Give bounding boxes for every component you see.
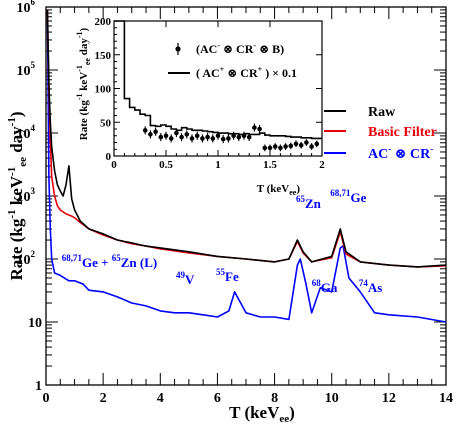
inset-data-point <box>226 136 231 141</box>
inset-y-tick-label: 150 <box>95 50 112 62</box>
inset-x-tick-label: 0 <box>111 159 117 171</box>
x-tick-label: 10 <box>325 391 339 406</box>
inset-data-point <box>210 136 216 141</box>
y-tick-label: 10 <box>28 316 42 331</box>
inset-data-point <box>257 126 262 132</box>
inset-data-point <box>153 129 158 134</box>
y-axis-label-sup2: -1 <box>6 167 18 176</box>
inset-legend-points-label: (AC- ⊗ CR- ⊗ B) <box>196 41 284 56</box>
inset-data-point <box>298 142 304 148</box>
peak-label: 68Ga <box>312 278 338 295</box>
x-tick-label: 2 <box>100 391 107 406</box>
inset-data-point <box>272 144 278 149</box>
inset-y-axis-title: Rate (kg-1 keV-1ee day-1) <box>75 27 92 140</box>
inset-data-point <box>252 125 257 130</box>
inset-y-tick-label: 50 <box>100 117 112 129</box>
inset-data-point <box>174 130 179 136</box>
inset-data-point <box>314 141 320 147</box>
inset-data-point <box>163 133 169 139</box>
inset-x-tick-label: 1.5 <box>263 159 277 171</box>
x-axis-label-sub: ee <box>279 413 289 425</box>
inset-data-point <box>220 136 226 142</box>
inset-data-point <box>200 136 205 141</box>
inset-axis-ticks: 0 0.5 1 1.5 2 0 50 100 150 200 <box>95 16 326 171</box>
x-tick-label: 4 <box>157 391 164 406</box>
inset-data-point <box>246 134 252 140</box>
inset-data-point <box>189 136 195 141</box>
inset-legend-points-marker <box>175 46 181 52</box>
x-tick-label: 0 <box>43 391 50 406</box>
y-tick-label: 106 <box>17 0 36 16</box>
inset-data-point <box>236 134 242 140</box>
x-tick-label: 6 <box>214 391 221 406</box>
y-tick-label: 1 <box>35 379 42 394</box>
y-tick-label: 103 <box>17 186 36 205</box>
inset-data-point <box>267 145 273 151</box>
y-axis-label-end: ) <box>7 111 26 117</box>
inset-data-point <box>184 132 190 137</box>
y-tick-label: 105 <box>17 60 36 79</box>
peak-label: 55Fe <box>216 267 239 284</box>
inset-data-point <box>283 144 288 149</box>
inset-data-point <box>262 145 268 151</box>
inset-x-tick-label: 1 <box>215 159 221 171</box>
inset-data-point <box>241 133 247 139</box>
x-tick-label: 8 <box>271 391 278 406</box>
inset-x-tick-label: 0.5 <box>159 159 173 171</box>
x-tick-label: 12 <box>382 391 396 406</box>
series-line-ac-cr- <box>46 9 447 323</box>
inset-data-point <box>168 136 174 141</box>
peak-label: 68,71Ge <box>330 188 366 205</box>
inset-series <box>114 20 322 152</box>
inset-data-point <box>179 134 184 140</box>
inset-data-point <box>215 133 221 139</box>
x-axis-label-text: T (keV <box>229 403 280 422</box>
inset-x-axis-title: T (keVee) <box>257 183 301 197</box>
inset-data-point <box>205 134 210 140</box>
legend-raw-label: Raw <box>368 105 396 120</box>
main-series <box>46 9 447 323</box>
x-tick-label: 14 <box>439 391 453 406</box>
inset-legend: (AC- ⊗ CR- ⊗ B) ( AC+ ⊗ CR+ ) × 0.1 <box>168 41 297 80</box>
main-legend: Raw Basic Filter AC- ⊗ CR- <box>318 105 437 162</box>
peak-label: 74As <box>359 278 382 295</box>
y-axis-label-mid: keV <box>7 175 26 209</box>
inset-x-tick-label: 2 <box>319 159 325 171</box>
y-axis-title: Rate (kg-1 keV-1ee day-1) <box>6 111 29 280</box>
x-axis-label-end: ) <box>289 403 295 422</box>
x-axis-title: T (keVee) <box>229 403 295 425</box>
inset-data-point <box>194 133 200 139</box>
inset-step-line <box>114 20 322 140</box>
inset-data-point <box>158 134 164 140</box>
inset-data-point <box>278 145 283 151</box>
peak-label: 68,71Ge + 65Zn (L) <box>62 253 158 270</box>
inset-legend-line-label: ( AC+ ⊗ CR+ ) × 0.1 <box>196 65 297 80</box>
y-tick-label: 104 <box>17 123 36 142</box>
inset-data-point <box>293 141 299 147</box>
legend-basic-filter-label: Basic Filter <box>368 125 437 140</box>
y-axis-label-sup1: -1 <box>6 210 18 219</box>
legend-anticoincidence-label: AC- ⊗ CR- <box>368 144 433 162</box>
inset-chart: 0 0.5 1 1.5 2 0 50 100 150 200 T (keVee) Rate (kg… <box>75 16 325 197</box>
inset-data-point <box>148 132 153 137</box>
inset-data-point <box>304 140 309 145</box>
peak-annotations: 68,71Ge + 65Zn (L) 49V 55Fe 65Zn 68Ga 68,71Ge… <box>62 188 383 295</box>
y-tick-label: 102 <box>17 249 36 268</box>
y-axis-label-sub: ee <box>17 157 29 167</box>
inset-y-tick-label: 200 <box>95 16 112 28</box>
y-axis-label-text: Rate (kg <box>7 218 26 280</box>
peak-label: 49V <box>176 270 195 287</box>
inset-data-point <box>142 128 148 133</box>
series-line-raw <box>46 9 447 268</box>
inset-data-point <box>288 143 294 149</box>
y-axis-label-sup3: -1 <box>6 117 18 126</box>
peak-label: 65Zn <box>296 194 322 211</box>
inset-y-tick-label: 100 <box>95 84 112 96</box>
inset-data-point <box>309 144 314 149</box>
inset-y-tick-label: 0 <box>106 151 112 163</box>
inset-data-point <box>231 133 236 139</box>
y-axis-label-mid2: day <box>7 126 26 157</box>
